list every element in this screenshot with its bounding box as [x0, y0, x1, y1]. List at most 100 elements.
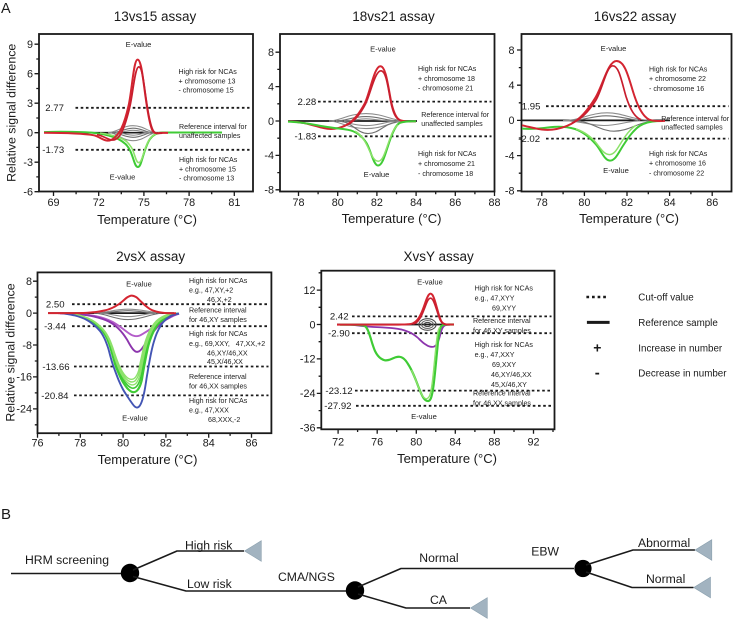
svg-text:3: 3	[27, 98, 33, 110]
svg-text:80: 80	[332, 197, 344, 209]
svg-text:E-value: E-value	[411, 412, 437, 421]
svg-text:2.42: 2.42	[330, 311, 349, 322]
svg-text:High risk for NCAs: High risk for NCAs	[649, 150, 708, 158]
svg-text:46,X,+2: 46,X,+2	[207, 296, 232, 304]
svg-text:High risk for NCAs: High risk for NCAs	[475, 284, 534, 292]
svg-text:Reference interval for: Reference interval for	[179, 123, 247, 131]
svg-text:-1.73: -1.73	[42, 145, 64, 156]
svg-text:Relative signal difference: Relative signal difference	[4, 44, 18, 182]
svg-text:45,X/46,XY: 45,X/46,XY	[491, 381, 527, 389]
svg-text:unaffected samples: unaffected samples	[421, 120, 483, 128]
svg-text:-36: -36	[300, 423, 316, 435]
svg-text:for 46,XX samples: for 46,XX samples	[189, 383, 247, 391]
svg-text:-16: -16	[16, 372, 32, 384]
svg-text:46,XY/46,XX: 46,XY/46,XX	[491, 371, 532, 379]
svg-text:4: 4	[508, 80, 514, 92]
svg-text:9: 9	[27, 39, 33, 51]
svg-text:-27.92: -27.92	[324, 401, 351, 412]
svg-text:Relative signal difference: Relative signal difference	[3, 283, 17, 421]
svg-text:-20.84: -20.84	[41, 391, 69, 402]
svg-text:82: 82	[621, 197, 633, 209]
svg-text:-13.66: -13.66	[42, 362, 69, 373]
svg-text:45,X/46,XX: 45,X/46,XX	[207, 358, 243, 366]
svg-text:- chromosome 22: - chromosome 22	[649, 169, 704, 177]
svg-text:69,XXY: 69,XXY	[492, 361, 516, 369]
svg-text:Reference interval: Reference interval	[473, 390, 531, 398]
svg-text:Reference interval: Reference interval	[189, 373, 247, 381]
svg-text:0: 0	[309, 319, 315, 331]
svg-text:unaffected samples: unaffected samples	[661, 124, 723, 132]
svg-text:84: 84	[664, 197, 676, 209]
svg-text:-4: -4	[264, 150, 274, 162]
svg-text:18vs21 assay: 18vs21 assay	[352, 9, 435, 24]
svg-text:+ chromosome 16: + chromosome 16	[649, 160, 706, 168]
svg-text:78: 78	[292, 197, 304, 209]
svg-text:Reference interval for: Reference interval for	[661, 115, 729, 123]
svg-text:86: 86	[245, 438, 257, 450]
svg-text:unaffected samples: unaffected samples	[179, 132, 241, 140]
svg-text:2.28: 2.28	[298, 97, 317, 108]
svg-text:2vsX assay: 2vsX assay	[116, 249, 185, 264]
svg-text:Decrease in number: Decrease in number	[638, 368, 727, 379]
svg-text:-: -	[595, 365, 600, 382]
svg-text:EBW: EBW	[531, 544, 559, 558]
svg-text:-23.12: -23.12	[325, 386, 352, 397]
svg-text:8: 8	[268, 47, 274, 59]
svg-text:CMA/NGS: CMA/NGS	[278, 570, 335, 584]
svg-text:0: 0	[27, 128, 33, 140]
svg-text:E-value: E-value	[370, 45, 396, 54]
svg-text:HRM screening: HRM screening	[25, 553, 109, 567]
svg-text:88: 88	[488, 436, 500, 448]
svg-text:80: 80	[117, 438, 129, 450]
svg-text:E-value: E-value	[603, 166, 629, 175]
svg-text:Low risk: Low risk	[187, 577, 233, 591]
svg-text:72: 72	[332, 436, 344, 448]
svg-text:+ chromosome 21: + chromosome 21	[418, 160, 475, 168]
svg-text:69,XYY: 69,XYY	[492, 305, 516, 313]
svg-text:Abnormal: Abnormal	[638, 536, 690, 550]
svg-text:+: +	[593, 340, 601, 356]
svg-text:-8: -8	[505, 186, 515, 198]
svg-text:80: 80	[410, 436, 422, 448]
svg-text:e.g., 69,XXY, 47,XX,+2: e.g., 69,XXY, 47,XX,+2	[189, 340, 265, 348]
svg-text:0: 0	[508, 115, 514, 127]
svg-text:E-value: E-value	[417, 278, 443, 287]
svg-text:E-value: E-value	[126, 40, 152, 49]
svg-text:2.50: 2.50	[46, 300, 65, 311]
svg-text:for 46,XY samples: for 46,XY samples	[473, 327, 531, 335]
svg-text:88: 88	[488, 197, 500, 209]
svg-text:13vs15 assay: 13vs15 assay	[114, 9, 197, 24]
svg-text:-2.90: -2.90	[328, 329, 350, 340]
svg-text:84: 84	[449, 436, 461, 448]
svg-text:E-value: E-value	[126, 280, 152, 289]
svg-text:81: 81	[228, 197, 240, 209]
svg-text:-4: -4	[505, 150, 515, 162]
svg-text:-8: -8	[264, 185, 274, 197]
svg-text:6: 6	[27, 69, 33, 81]
svg-text:68,XXX,-2: 68,XXX,-2	[208, 416, 240, 424]
svg-text:0: 0	[268, 116, 274, 128]
svg-text:-24: -24	[300, 388, 316, 400]
svg-text:e.g., 47,XYY: e.g., 47,XYY	[475, 294, 515, 302]
svg-text:Temperature (°C): Temperature (°C)	[579, 211, 679, 226]
svg-text:86: 86	[706, 197, 718, 209]
svg-text:84: 84	[203, 438, 215, 450]
svg-text:Temperature (°C): Temperature (°C)	[97, 212, 197, 227]
svg-text:12: 12	[303, 285, 315, 297]
svg-text:-3: -3	[23, 157, 33, 169]
svg-text:76: 76	[31, 438, 43, 450]
svg-text:Temperature (°C): Temperature (°C)	[397, 451, 497, 466]
svg-text:92: 92	[527, 436, 539, 448]
svg-text:e.g., 47,XXX: e.g., 47,XXX	[189, 407, 229, 415]
svg-text:Normal: Normal	[646, 572, 685, 586]
svg-text:75: 75	[138, 197, 150, 209]
svg-text:86: 86	[449, 197, 461, 209]
svg-text:- chromosome 18: - chromosome 18	[418, 170, 473, 178]
svg-text:Reference interval: Reference interval	[189, 307, 247, 315]
svg-text:4: 4	[268, 81, 274, 93]
svg-text:- chromosome 16: - chromosome 16	[649, 85, 704, 93]
svg-text:-24: -24	[16, 404, 32, 416]
svg-text:Increase in number: Increase in number	[638, 343, 723, 354]
svg-text:46,XY/46,XX: 46,XY/46,XX	[207, 349, 248, 357]
svg-text:Temperature (°C): Temperature (°C)	[342, 211, 442, 226]
